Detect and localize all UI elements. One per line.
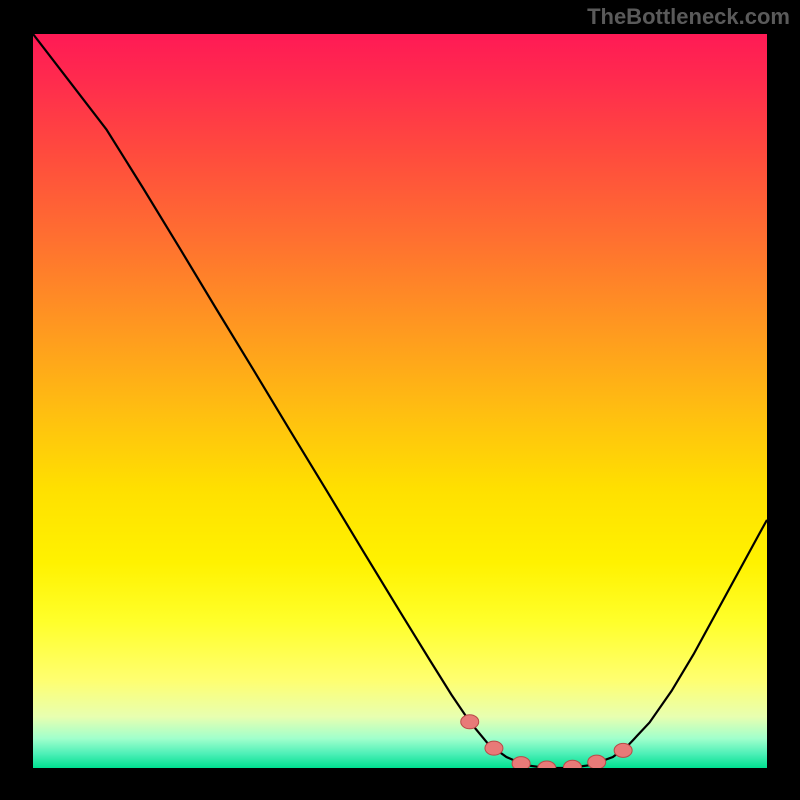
curve-marker [614,743,632,757]
curve-marker [538,761,556,768]
watermark-text: TheBottleneck.com [587,4,790,30]
curve-marker [461,715,479,729]
chart-plot-area [33,34,767,768]
bottleneck-curve [33,34,767,768]
chart-svg [33,34,767,768]
curve-marker [512,757,530,768]
curve-marker [485,741,503,755]
curve-marker [588,755,606,768]
curve-marker [563,760,581,768]
